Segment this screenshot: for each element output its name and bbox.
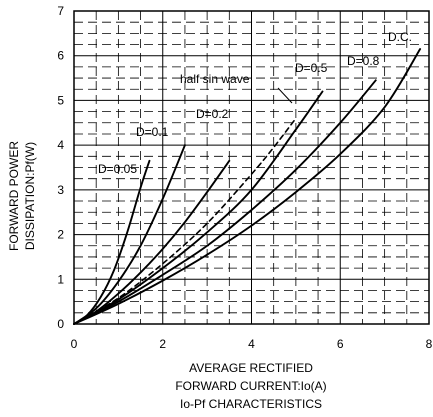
y-tick-label: 6 (57, 49, 64, 63)
x-tick-label: 8 (426, 337, 433, 351)
annotation-d-0-1: D=0.1 (136, 125, 169, 139)
series-layer (73, 48, 422, 325)
annotation-half-sin-wave: half sin wave (180, 72, 250, 86)
tick-labels: 0 2 4 6 8 0 1 2 3 4 5 6 7 (57, 4, 432, 351)
series-line-d-0-1 (73, 144, 186, 325)
y-tick-label: 3 (57, 183, 64, 197)
y-tick-label: 4 (57, 138, 64, 152)
x-tick-label: 6 (337, 337, 344, 351)
series-line-d-0-8 (73, 79, 377, 325)
series-line-half-sin-wave (73, 117, 297, 325)
y-axis-title-line-1: FORWARD POWER (7, 141, 21, 251)
annotation-d-0-8: D=0.8 (347, 54, 380, 68)
x-tick-label: 4 (248, 337, 255, 351)
annotation-dc: D.C. (388, 30, 412, 44)
annotation-d-0-2: D=0.2 (196, 107, 229, 121)
series-line-d-0-2 (73, 159, 231, 325)
y-tick-label: 0 (57, 317, 64, 331)
y-tick-label: 5 (57, 93, 64, 107)
series-line-d-c (73, 48, 422, 325)
half-sin-wave-pointer (277, 87, 293, 104)
plot-frame (73, 10, 430, 325)
series-line-d-0-5 (73, 90, 324, 325)
y-tick-label: 2 (57, 228, 64, 242)
annotation-d-0-5: D=0.5 (295, 61, 328, 75)
chart-title: Io-Pf CHARACTERISTICS (180, 397, 322, 411)
y-tick-label: 1 (57, 272, 64, 286)
x-axis-title-line-2: FORWARD CURRENT:Io(A) (175, 379, 326, 393)
x-tick-label: 0 (71, 337, 78, 351)
x-axis-title-line-1: AVERAGE RECTIFIED (189, 361, 313, 375)
y-tick-label: 7 (57, 4, 64, 18)
y-axis-title-line-2: DISSIPATION:Pf(W) (23, 142, 37, 250)
annotation-d-0-05: D=0.05 (98, 162, 137, 176)
x-tick-label: 2 (159, 337, 166, 351)
